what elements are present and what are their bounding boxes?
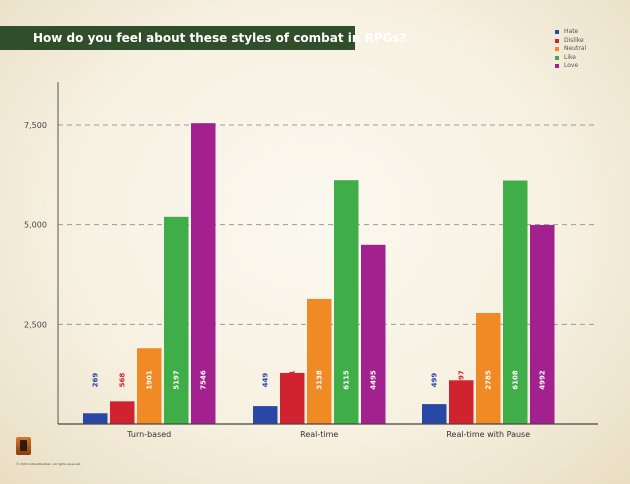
data-label: 2785: [484, 370, 492, 390]
y-tick-label: 5,000: [24, 221, 47, 230]
bar: [503, 180, 528, 424]
y-tick-label: 7,500: [24, 121, 47, 130]
bar: [334, 180, 359, 424]
bar: [253, 406, 278, 424]
legend-label: Neutral: [564, 45, 587, 52]
data-label: 4992: [538, 370, 546, 390]
bar: [110, 401, 135, 424]
data-label: 1097: [457, 370, 465, 390]
legend-item: Dislike: [555, 37, 586, 46]
data-label: 6108: [511, 370, 519, 390]
data-label: 269: [91, 373, 99, 388]
legend-label: Love: [564, 62, 579, 69]
bar: [476, 312, 501, 424]
legend-item: Like: [555, 54, 586, 63]
data-label: 4495: [369, 370, 377, 390]
publisher-logo: [16, 437, 31, 455]
legend-swatch: [555, 64, 559, 69]
chart-title: How do you feel about these styles of co…: [0, 26, 407, 50]
legend-swatch: [555, 30, 559, 35]
x-category-label: Real-time with Pause: [446, 430, 530, 439]
bar: [307, 298, 332, 424]
data-label: 449: [261, 373, 269, 388]
x-category-label: Real-time: [300, 430, 338, 439]
legend-label: Like: [564, 53, 576, 61]
copyright-text: © 2015 inXile/Obsidian. All rights reser…: [16, 462, 82, 466]
bar: [164, 216, 189, 424]
legend-swatch: [555, 55, 559, 60]
legend-swatch: [555, 47, 559, 52]
data-label: 7546: [199, 370, 207, 390]
data-label: 5197: [172, 370, 180, 390]
bar: [191, 123, 216, 424]
x-category-label: Turn-based: [126, 430, 171, 439]
chart-legend: Hate Dislike Neutral Like Love: [555, 28, 586, 71]
bar: [449, 380, 474, 424]
data-label: 6115: [342, 370, 350, 390]
legend-swatch: [555, 38, 559, 43]
data-label: 499: [430, 373, 438, 388]
bar: [530, 224, 555, 424]
data-label: 1281: [288, 370, 296, 390]
bar: [137, 348, 162, 424]
legend-item: Neutral: [555, 45, 586, 54]
data-label: 1901: [145, 370, 153, 390]
bar: [422, 404, 447, 424]
bar: [280, 372, 305, 424]
data-label: 568: [118, 373, 126, 388]
legend-label: Hate: [564, 28, 579, 35]
data-label: 3138: [315, 370, 323, 390]
legend-item: Hate: [555, 28, 586, 37]
legend-label: Dislike: [564, 36, 584, 44]
legend-item: Love: [555, 62, 586, 71]
bar: [361, 244, 386, 424]
y-tick-label: 2,500: [24, 320, 47, 329]
bar: [83, 413, 108, 424]
